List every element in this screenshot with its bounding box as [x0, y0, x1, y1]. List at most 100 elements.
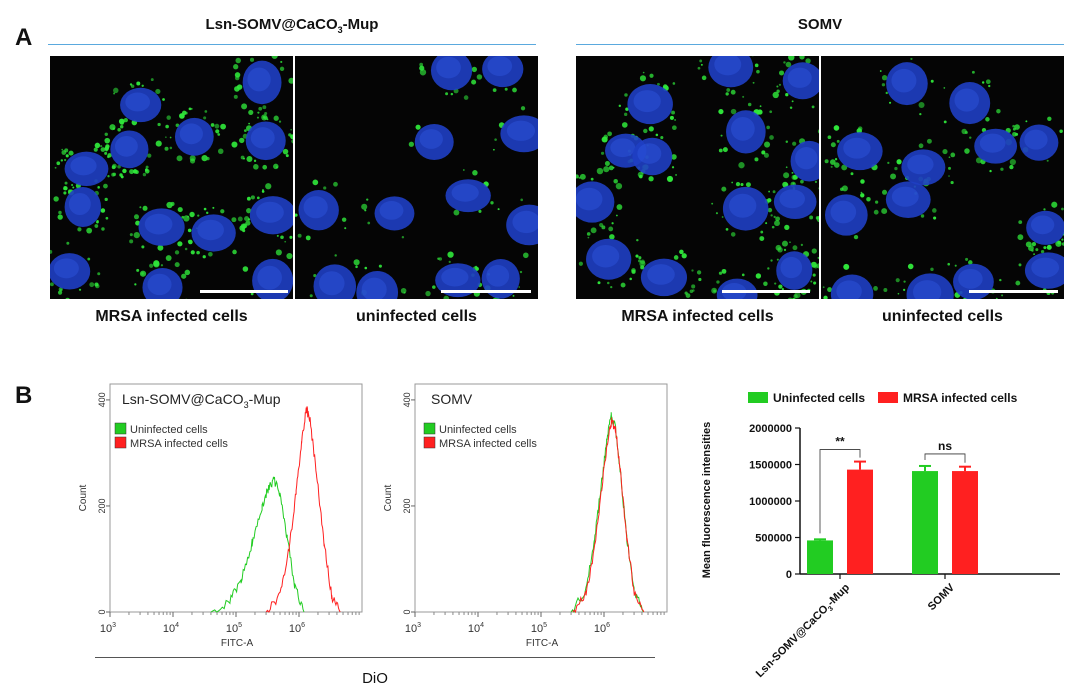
bar-uninfected: [912, 471, 938, 574]
dye-particle: [590, 177, 594, 181]
dye-particle: [175, 123, 180, 128]
cell-nucleus: [252, 258, 293, 299]
y-tick-label: 2000000: [749, 423, 792, 435]
dye-particle: [818, 187, 819, 190]
dye-particle: [907, 263, 914, 270]
dye-particle: [775, 216, 781, 222]
dye-particle: [698, 277, 702, 282]
dye-particle: [493, 297, 496, 299]
dye-particle: [813, 281, 817, 285]
dye-particle: [918, 143, 924, 149]
nucleus-highlight: [114, 135, 138, 157]
legend-swatch-mrsa: [878, 392, 898, 403]
dye-particle: [96, 220, 99, 224]
dye-particle: [812, 273, 816, 277]
dye-particle: [767, 207, 773, 213]
dye-particle: [120, 175, 124, 179]
dye-particle: [113, 92, 116, 95]
dye-particle: [903, 288, 906, 291]
dye-particle: [738, 162, 745, 169]
dye-particle: [289, 235, 293, 239]
dye-particle: [1015, 280, 1021, 286]
dye-particle: [520, 106, 526, 111]
nucleus-highlight: [576, 187, 603, 211]
dye-particle: [89, 282, 95, 288]
dye-particle: [731, 181, 734, 184]
x-tick-label: 105: [531, 622, 547, 635]
dye-particle: [119, 124, 124, 129]
dye-particle: [273, 163, 279, 170]
nucleus-highlight: [637, 143, 662, 164]
dye-particle: [1061, 238, 1064, 241]
dye-particle: [438, 257, 443, 261]
significance-label: **: [835, 435, 845, 449]
dye-particle: [691, 284, 696, 289]
dye-particle: [286, 252, 293, 260]
dye-particle: [334, 254, 337, 257]
dye-particle: [811, 105, 815, 109]
dye-particle: [235, 57, 241, 64]
dye-particle: [512, 294, 515, 297]
dye-particle: [1031, 249, 1034, 252]
scale-bar: [969, 290, 1058, 293]
dye-particle: [926, 138, 932, 144]
dye-particle: [1012, 124, 1015, 128]
dye-particle: [599, 222, 604, 228]
dye-particle: [596, 167, 604, 175]
dye-particle: [443, 295, 450, 299]
dye-particle: [989, 169, 992, 173]
dye-particle: [242, 229, 246, 233]
dye-particle: [985, 117, 990, 122]
dye-particle: [1025, 120, 1028, 123]
cell-nucleus: [824, 194, 868, 236]
dye-particle: [755, 273, 762, 279]
panel-b-label: B: [15, 382, 33, 409]
dye-particle: [766, 125, 770, 130]
y-tick-label: 0: [97, 609, 107, 614]
dye-particle: [827, 135, 832, 140]
dye-particle: [203, 116, 207, 120]
nucleus-highlight: [441, 267, 469, 287]
dye-particle: [239, 137, 245, 144]
nucleus-highlight: [144, 213, 173, 235]
group-rule-lsn: [48, 44, 536, 45]
dye-particle: [262, 164, 268, 170]
dye-particle: [1018, 220, 1023, 225]
dye-particle: [873, 286, 878, 291]
dye-particle: [136, 81, 141, 86]
dye-particle: [671, 166, 675, 169]
caption-somv-uninfected: uninfected cells: [882, 308, 1003, 325]
dye-particle: [54, 166, 57, 169]
dye-particle: [773, 215, 776, 219]
dye-particle: [187, 228, 192, 233]
caption-lsn-uninfected: uninfected cells: [356, 308, 477, 325]
cell-nucleus: [445, 179, 491, 213]
dye-particle: [741, 273, 745, 277]
micrograph-image: [50, 56, 293, 299]
dye-particle: [700, 63, 703, 66]
dye-particle: [713, 289, 717, 293]
legend-label-mrsa: MRSA infected cells: [439, 438, 537, 450]
dye-particle: [94, 282, 99, 287]
dye-particle: [918, 101, 925, 108]
cell-nucleus: [1026, 210, 1064, 245]
dye-particle: [625, 107, 629, 111]
dye-particle: [996, 108, 1001, 114]
dye-particle: [811, 248, 817, 254]
dye-particle: [215, 129, 220, 134]
dye-particle: [157, 122, 161, 127]
dye-particle: [758, 112, 761, 115]
dye-particle: [432, 285, 436, 289]
group-title-lsn: Lsn-SOMV@CaCO3-Mup: [48, 16, 536, 35]
nucleus-highlight: [197, 219, 224, 241]
dye-particle: [715, 212, 718, 215]
dye-particle: [701, 75, 707, 81]
dye-particle: [603, 166, 610, 173]
plot-frame: [414, 383, 668, 613]
y-axis-label: Count: [383, 484, 394, 511]
legend-label-uninfected: Uninfected cells: [439, 424, 517, 436]
dye-particle: [613, 178, 618, 184]
dye-particle: [142, 205, 148, 211]
y-tick-label: 200: [97, 498, 107, 513]
dye-particle: [1051, 201, 1058, 208]
